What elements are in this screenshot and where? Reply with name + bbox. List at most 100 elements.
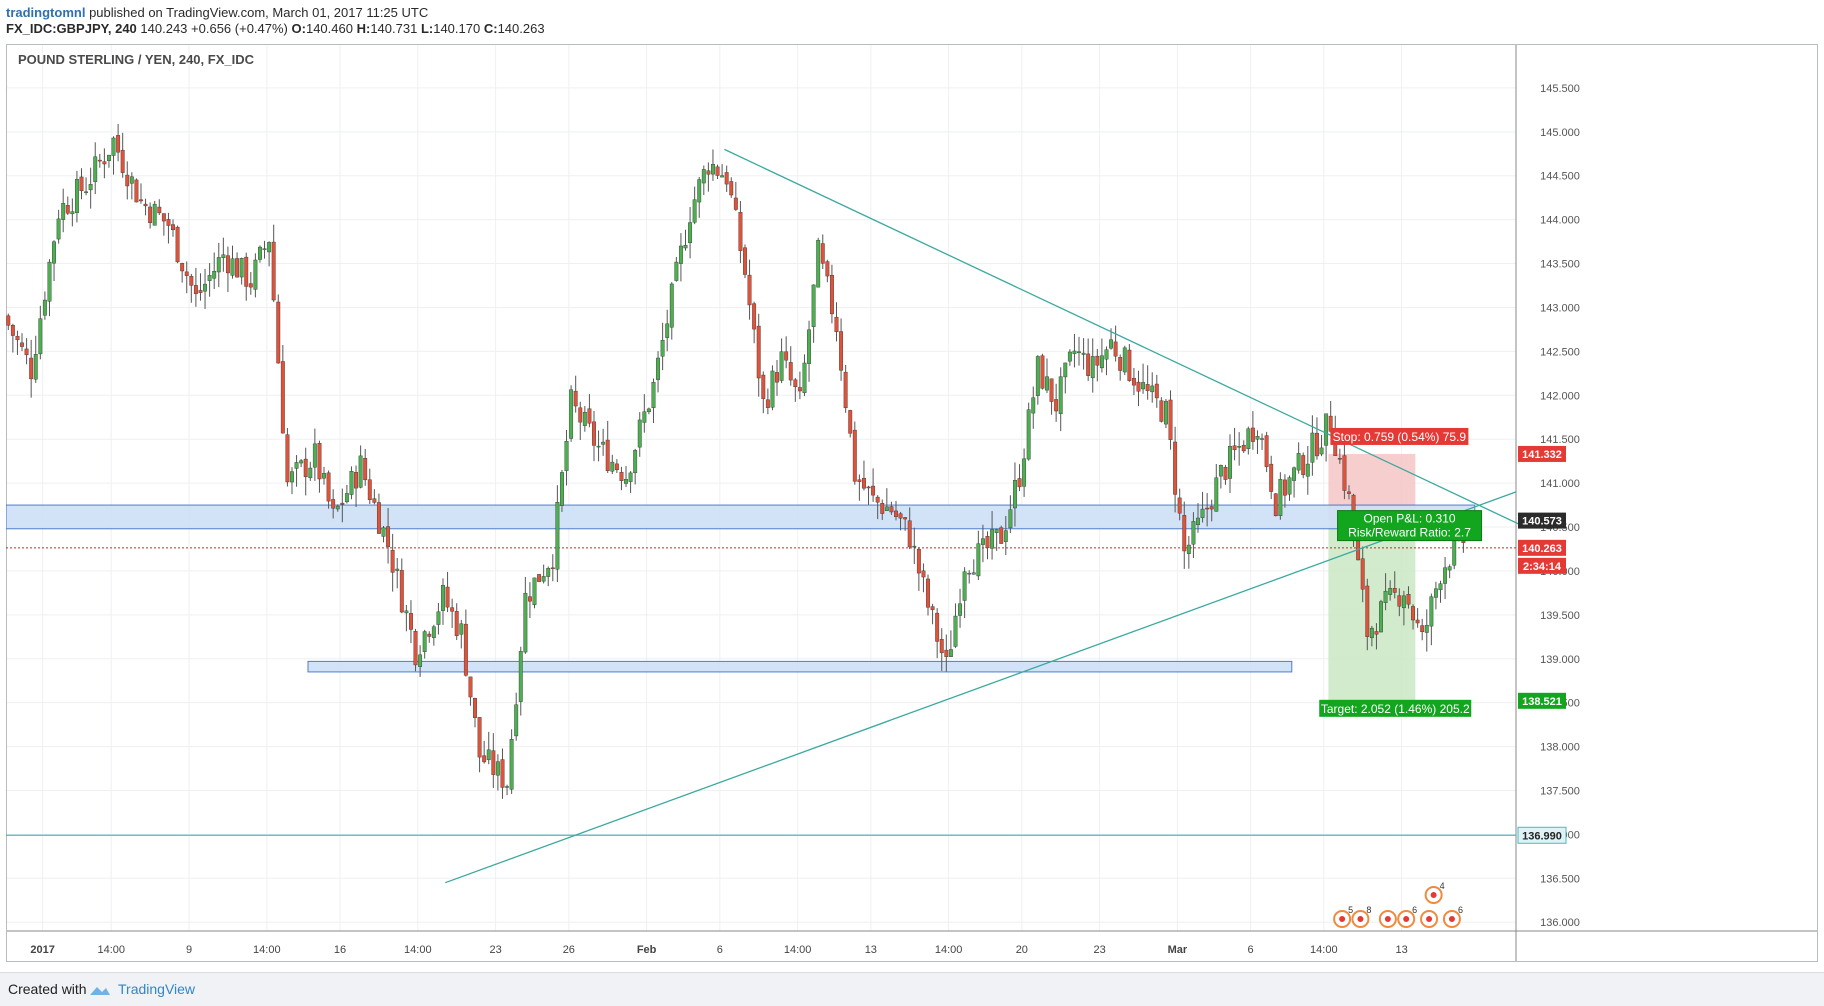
candle — [1433, 581, 1438, 610]
x-tick-label: 20 — [1016, 944, 1028, 956]
support-zone[interactable] — [307, 660, 1293, 673]
event-dot-icon — [1430, 892, 1437, 898]
candle — [1324, 413, 1329, 462]
candle — [834, 302, 839, 342]
tradingview-link[interactable]: TradingView — [118, 981, 196, 997]
candle — [285, 427, 290, 487]
candle — [527, 582, 532, 619]
candle — [120, 132, 125, 178]
candle — [541, 564, 546, 584]
candle — [1182, 501, 1187, 569]
candle — [747, 259, 752, 320]
candle — [765, 388, 770, 415]
candle — [1296, 442, 1301, 474]
x-tick-label: 13 — [1395, 944, 1407, 956]
candle — [299, 458, 304, 468]
candle — [79, 168, 84, 200]
open-label: O: — [291, 21, 306, 36]
candle — [409, 600, 413, 644]
candle — [683, 229, 688, 251]
candle — [303, 447, 308, 496]
chart-area[interactable]: 136.000136.500137.000137.500138.000138.5… — [6, 44, 1818, 972]
candle — [1063, 362, 1068, 394]
candle — [203, 268, 207, 309]
event-dot-icon — [1448, 916, 1455, 922]
candle — [1191, 512, 1196, 559]
resistance-zone[interactable] — [6, 504, 1476, 530]
candle — [225, 246, 230, 293]
quote-line: FX_IDC:GBPJPY, 240 140.243 +0.656 (+0.47… — [6, 21, 545, 36]
candle — [660, 322, 665, 371]
candle — [839, 318, 844, 381]
candle — [326, 470, 331, 509]
candle — [70, 198, 75, 227]
candle — [207, 263, 212, 297]
x-tick-label: Feb — [637, 944, 657, 956]
candle — [1008, 495, 1013, 533]
candle — [354, 465, 358, 508]
ascending-trendline[interactable] — [445, 491, 1517, 884]
price-chart[interactable]: 136.000136.500137.000137.500138.000138.5… — [6, 44, 1818, 972]
candle — [637, 412, 642, 457]
candle — [317, 440, 322, 493]
candle — [884, 488, 889, 511]
chart-header: tradingtomnl published on TradingView.co… — [0, 0, 1824, 42]
candle — [143, 198, 148, 216]
candle — [1026, 402, 1031, 461]
candle — [441, 578, 445, 625]
candle — [198, 273, 203, 301]
target-zone[interactable] — [1328, 520, 1416, 701]
candle — [1122, 345, 1127, 376]
candle — [1072, 333, 1077, 368]
candle — [386, 507, 391, 564]
candle — [468, 676, 473, 706]
candle — [1141, 363, 1146, 394]
x-tick-label: 23 — [489, 944, 501, 956]
candle — [1049, 378, 1054, 415]
descending-trendline[interactable] — [724, 148, 1526, 528]
candle — [1379, 599, 1383, 633]
low-label: L: — [420, 21, 434, 36]
target-label-box — [1319, 699, 1472, 717]
candle — [6, 313, 11, 331]
candle — [1246, 426, 1251, 455]
candle — [1223, 464, 1228, 485]
candle — [248, 272, 253, 295]
candle — [276, 294, 281, 364]
x-tick-label: 14:00 — [97, 944, 125, 956]
candle — [262, 240, 267, 259]
candle — [743, 244, 747, 279]
candle — [1177, 488, 1182, 521]
x-tick-label: 14:00 — [253, 944, 281, 956]
candle — [926, 574, 930, 616]
candle — [610, 454, 615, 475]
candle — [1438, 580, 1443, 603]
candle — [546, 566, 551, 587]
candle — [1365, 578, 1370, 651]
candle — [578, 401, 583, 440]
candle — [15, 330, 20, 355]
risk-reward-label: Risk/Reward Ratio: 2.7 — [1348, 526, 1471, 540]
candle — [107, 154, 111, 168]
candle — [1196, 503, 1200, 533]
candle — [628, 471, 633, 494]
candle — [1415, 608, 1420, 628]
candle — [898, 511, 903, 531]
candle — [1113, 325, 1118, 362]
event-count: 5 — [1348, 905, 1353, 915]
x-tick-label: 26 — [563, 944, 575, 956]
candle — [1228, 434, 1232, 493]
candle — [61, 188, 66, 233]
candle — [985, 531, 990, 560]
high-value: 140.731 — [370, 21, 418, 36]
candle — [102, 148, 107, 179]
y-tick-label: 144.500 — [1540, 171, 1580, 183]
candle — [390, 533, 395, 592]
stop-label-box — [1330, 427, 1469, 445]
open-pnl-label: Open P&L: 0.310 — [1364, 512, 1456, 526]
candle — [1383, 573, 1388, 611]
author-link[interactable]: tradingtomnl — [6, 5, 86, 20]
candle — [665, 309, 670, 352]
candle — [363, 448, 368, 486]
candle — [290, 467, 294, 495]
